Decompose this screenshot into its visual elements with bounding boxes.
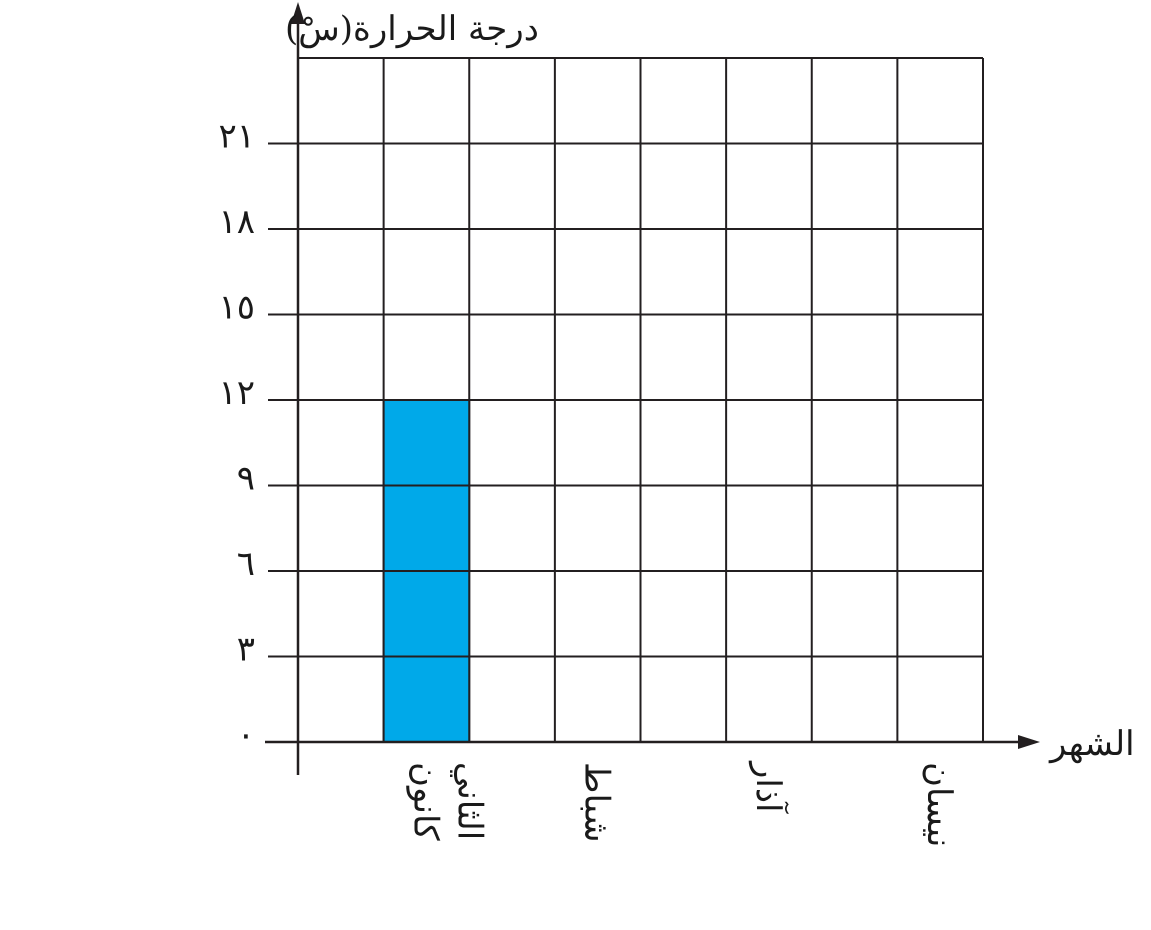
x-axis-title: الشهر bbox=[1048, 724, 1135, 764]
bars bbox=[382, 399, 471, 743]
y-tick-label: ٣ bbox=[237, 630, 255, 670]
y-tick-label: ١٥ bbox=[218, 288, 255, 328]
category-label-text: الثاني bbox=[449, 762, 489, 840]
category-label-text: آذار bbox=[748, 760, 789, 814]
x-axis-arrow-icon bbox=[1018, 735, 1040, 749]
category-label: آذار bbox=[748, 760, 789, 814]
category-label: كانون الثاني bbox=[405, 762, 489, 841]
axes bbox=[265, 2, 1040, 775]
category-label-text: كانون bbox=[405, 762, 445, 841]
y-tick-label: ٦ bbox=[237, 544, 255, 584]
y-axis-arrow-icon bbox=[291, 2, 305, 24]
y-tick-label: ٢١ bbox=[218, 117, 255, 157]
grid bbox=[297, 57, 984, 743]
category-label: نيسان bbox=[919, 762, 959, 847]
x-category-labels: كانون الثاني شباط آذار نيسان bbox=[405, 760, 959, 847]
category-label-text: نيسان bbox=[919, 762, 959, 847]
y-axis-title: درجة الحرارة(سْ) bbox=[285, 9, 539, 49]
y-tick-label: ٩ bbox=[237, 459, 255, 499]
y-tick-label: ٠ bbox=[237, 715, 255, 755]
category-label: شباط bbox=[577, 762, 617, 843]
category-label-text: شباط bbox=[577, 762, 617, 843]
y-ticks: ٠ ٣ ٦ ٩ ١٢ ١٥ ١٨ ٢١ bbox=[218, 117, 298, 755]
y-tick-label: ١٢ bbox=[218, 373, 255, 413]
y-tick-label: ١٨ bbox=[218, 202, 255, 242]
